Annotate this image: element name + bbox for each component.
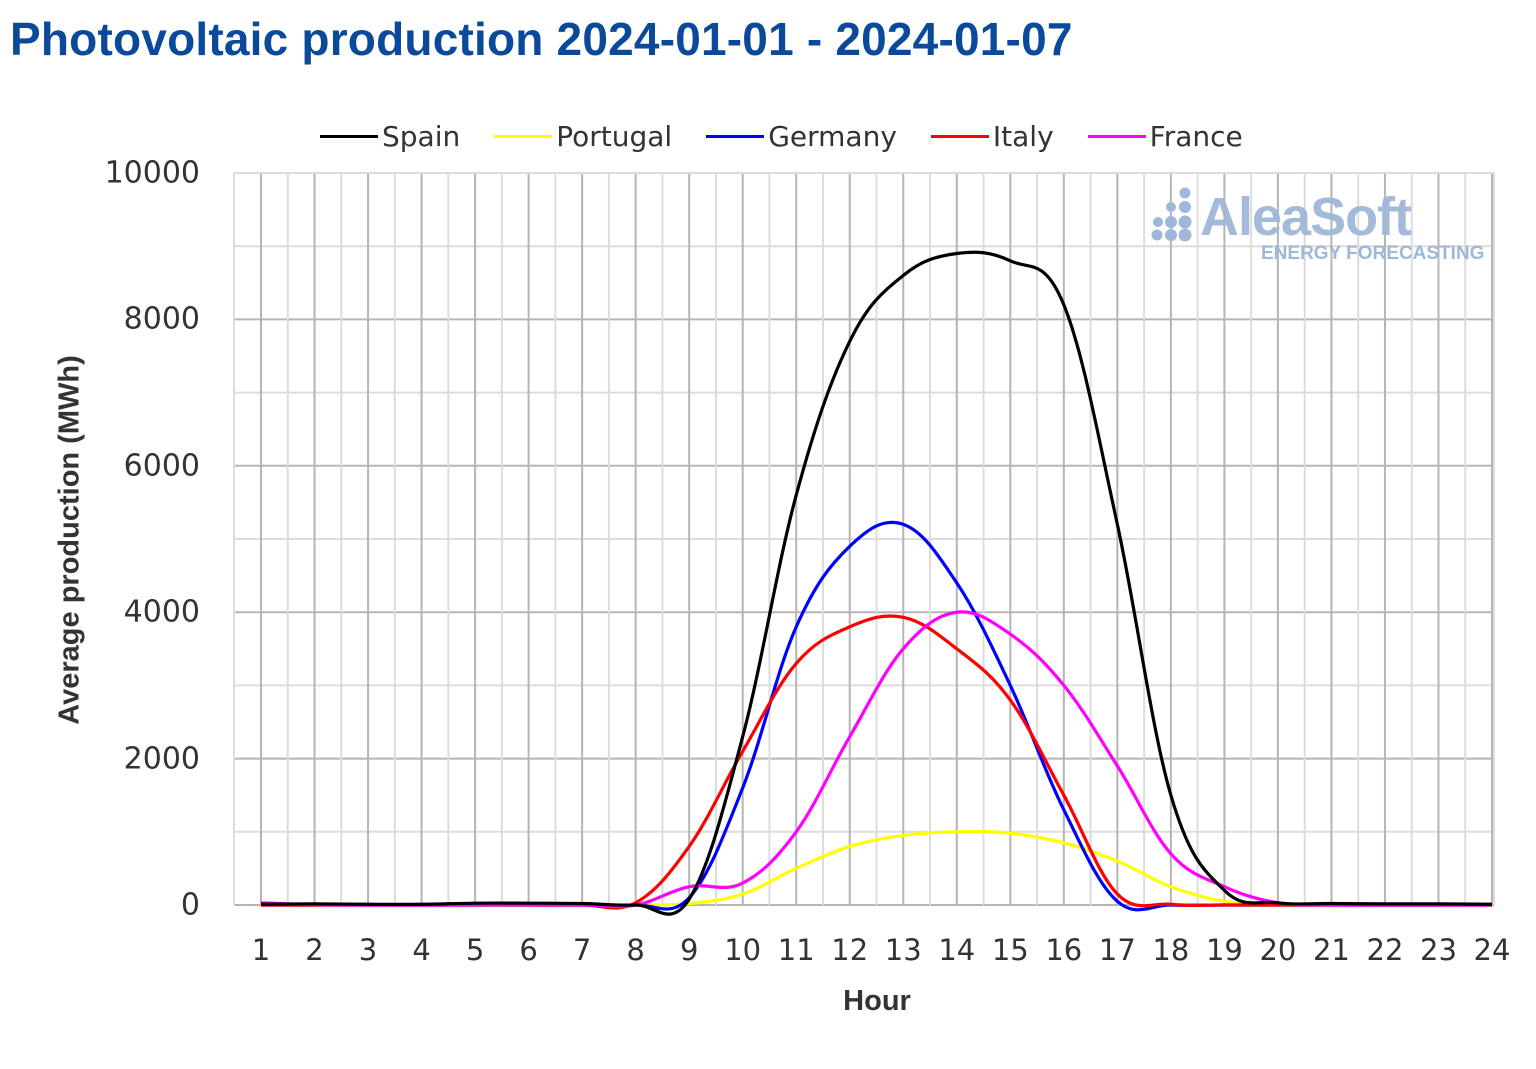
legend-label: Italy	[992, 119, 1054, 153]
y-tick-label: 6000	[123, 448, 200, 484]
y-tick-label: 0	[180, 887, 200, 923]
x-axis-label: Hour	[843, 985, 911, 1017]
legend-item-france: France	[1087, 119, 1243, 153]
legend-line-icon	[320, 134, 378, 138]
y-tick-label: 4000	[123, 594, 200, 630]
x-tick-label: 23	[1420, 933, 1457, 967]
logo-dots-icon	[1151, 187, 1192, 242]
legend-label: France	[1149, 119, 1243, 153]
chart-title: Photovoltaic production 2024-01-01 - 202…	[10, 13, 1073, 65]
legend-line-icon	[494, 134, 553, 138]
chart-legend: Spain Portugal Germany Italy France	[320, 116, 1277, 156]
x-tick-label: 18	[1152, 933, 1190, 967]
x-tick-label: 11	[777, 933, 815, 967]
legend-line-icon	[1087, 134, 1146, 138]
x-tick-label: 10	[724, 933, 762, 967]
legend-line-icon	[930, 134, 989, 138]
x-tick-label: 21	[1312, 933, 1350, 967]
x-tick-label: 16	[1045, 933, 1083, 967]
x-tick-label: 8	[626, 933, 645, 967]
legend-label: Spain	[382, 119, 461, 153]
x-tick-label: 12	[831, 933, 869, 967]
legend-label: Germany	[768, 119, 897, 153]
watermark-tagline: ENERGY FORECASTING	[1261, 243, 1485, 264]
x-tick-label: 13	[884, 933, 922, 967]
x-tick-label: 22	[1366, 933, 1404, 967]
x-tick-label: 4	[412, 933, 431, 967]
series-line-spain	[260, 250, 1493, 916]
x-tick-label: 14	[938, 933, 976, 967]
x-tick-label: 1	[251, 933, 271, 967]
x-tick-label: 15	[991, 933, 1029, 967]
x-tick-label: 5	[465, 933, 485, 967]
x-tick-label: 2	[305, 933, 324, 967]
y-tick-label: 8000	[123, 301, 200, 337]
watermark-brand: AleaSoft	[1200, 187, 1412, 247]
y-tick-label: 2000	[123, 741, 200, 777]
x-tick-label: 3	[358, 933, 378, 967]
x-tick-label: 24	[1473, 933, 1511, 967]
legend-item-portugal: Portugal	[494, 120, 672, 153]
x-tick-label: 7	[572, 933, 592, 967]
x-tick-label: 20	[1259, 933, 1297, 967]
legend-item-germany: Germany	[706, 120, 897, 153]
legend-item-spain: Spain	[320, 120, 460, 153]
legend-line-icon	[706, 134, 765, 138]
x-tick-label: 17	[1098, 933, 1136, 967]
y-tick-label: 10000	[104, 155, 200, 191]
legend-item-italy: Italy	[930, 119, 1054, 153]
x-tick-label: 19	[1205, 933, 1243, 967]
legend-label: Portugal	[556, 119, 673, 153]
x-tick-label: 9	[679, 933, 699, 967]
x-tick-label: 6	[519, 933, 538, 967]
